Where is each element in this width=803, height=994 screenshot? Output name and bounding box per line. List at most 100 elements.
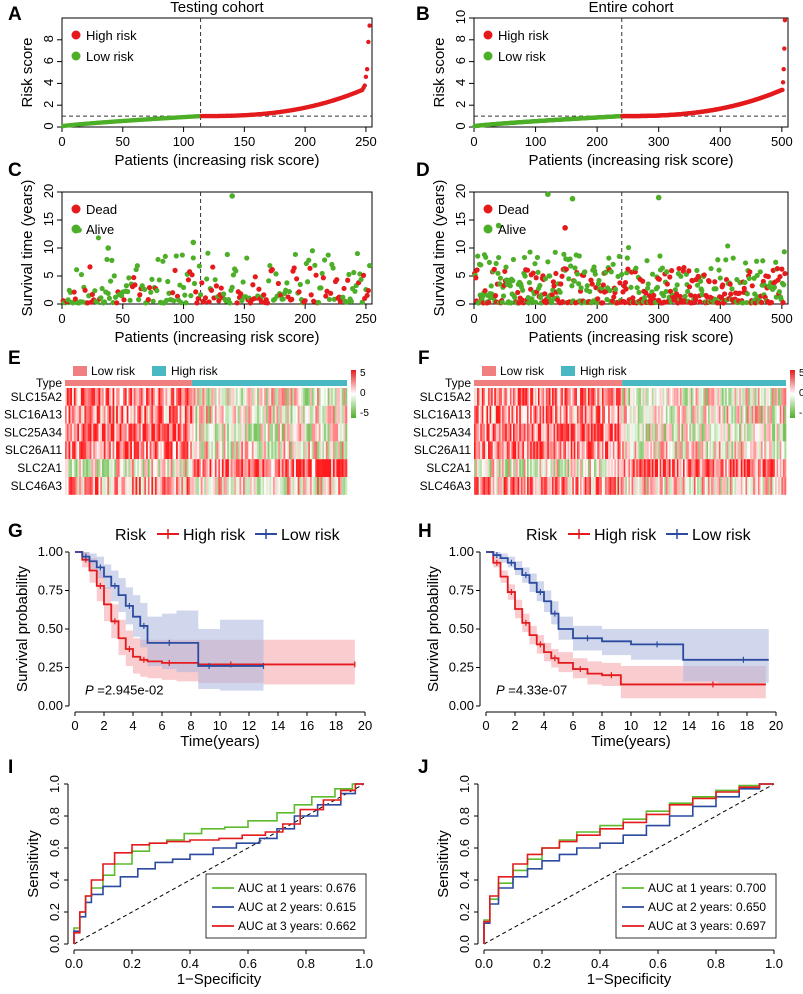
heat-cell: [246, 459, 249, 477]
heat-cell: [267, 459, 270, 477]
heat-cell: [313, 405, 316, 424]
heat-cell: [573, 423, 576, 442]
heat-cell: [334, 459, 337, 477]
heat-cell: [611, 405, 614, 424]
heat-cell: [658, 459, 660, 477]
heat-cell: [539, 459, 542, 477]
y-tick-label: 1.0: [47, 775, 62, 793]
heat-cell: [98, 423, 101, 442]
heat-cell: [128, 405, 131, 424]
heat-cell: [581, 477, 584, 495]
dead-point: [146, 285, 153, 291]
heat-cell: [717, 405, 720, 424]
heat-cell: [495, 405, 498, 424]
panel-F: Low risk High riskTypeSLC15A2SLC16A13SLC2…: [413, 364, 803, 495]
heat-cell: [709, 388, 712, 406]
alive-point: [284, 280, 290, 286]
heat-cell: [265, 405, 268, 424]
heat-cell: [773, 441, 776, 460]
dead-point: [252, 274, 258, 280]
heat-cell: [250, 441, 253, 460]
heat-cell: [188, 477, 191, 495]
heat-cell: [519, 441, 522, 460]
heat-cell: [228, 477, 231, 495]
heat-cell: [158, 477, 161, 495]
heat-cell: [608, 441, 611, 460]
heat-cell: [130, 405, 133, 424]
heat-cell: [756, 423, 759, 442]
heat-cell: [158, 441, 161, 460]
heat-cell: [137, 423, 140, 442]
heat-cell: [191, 441, 194, 460]
alive-point: [266, 278, 272, 284]
heat-cell: [644, 405, 646, 424]
heat-cell: [664, 405, 667, 424]
heat-cell: [559, 459, 562, 477]
heat-cell: [102, 423, 105, 442]
heat-cell: [708, 423, 710, 442]
heat-cell: [584, 459, 587, 477]
alive-point: [587, 288, 593, 295]
alive-point: [645, 285, 651, 291]
heat-cell: [280, 405, 283, 424]
heat-cell: [480, 388, 483, 406]
x-tick-label: 6: [569, 718, 576, 733]
panel-letter-A: A: [8, 4, 22, 25]
heat-cell: [109, 405, 112, 424]
heat-cell: [693, 423, 696, 442]
heat-cell: [573, 477, 576, 495]
heat-cell: [96, 423, 99, 442]
heat-cell: [736, 423, 738, 442]
heat-cell: [139, 477, 142, 495]
heat-cell: [329, 423, 332, 442]
heat-cell: [70, 423, 73, 442]
heat-cell: [513, 405, 515, 424]
heat-cell: [771, 388, 774, 406]
heat-cell: [477, 423, 479, 442]
heat-cell: [750, 405, 752, 424]
heat-cell: [228, 388, 231, 406]
heat-cell: [84, 388, 87, 406]
heat-cell: [558, 405, 561, 424]
dead-point: [89, 291, 95, 297]
alive-point: [781, 249, 787, 255]
heat-cell: [672, 423, 674, 442]
heat-cell: [320, 405, 323, 424]
heat-cell: [144, 477, 147, 495]
heat-cell: [676, 477, 679, 495]
heat-cell: [174, 477, 177, 495]
heat-cell: [617, 477, 620, 495]
alive-point: [507, 283, 513, 289]
heat-cell: [301, 423, 304, 442]
dead-point: [341, 285, 347, 292]
heat-cell: [91, 388, 94, 406]
heat-cell: [506, 388, 509, 406]
heat-cell: [477, 477, 479, 495]
heat-cell: [68, 423, 71, 442]
heat-cell: [309, 477, 313, 495]
heat-cell: [167, 477, 170, 495]
heat-cell: [116, 477, 119, 495]
heat-cell: [255, 459, 258, 477]
heat-cell: [206, 423, 209, 442]
heat-cell: [679, 423, 682, 442]
risk-point: [367, 23, 372, 28]
y-tick-label: 5: [41, 271, 56, 278]
heat-cell: [227, 388, 230, 406]
heat-cell: [116, 405, 119, 424]
ci-band: [486, 552, 766, 699]
alive-point: [496, 254, 502, 261]
heat-cell: [269, 477, 272, 495]
heat-cell: [82, 423, 85, 442]
heat-cell: [174, 441, 177, 460]
heat-cell: [483, 441, 486, 460]
heat-cell: [767, 477, 770, 495]
heat-cell: [480, 459, 483, 477]
heat-cell: [156, 459, 159, 477]
heat-cell: [597, 477, 600, 495]
heat-cell: [567, 423, 570, 442]
heat-cell: [589, 388, 592, 406]
dead-point: [640, 278, 646, 284]
alive-point: [165, 278, 171, 285]
heat-cell: [623, 477, 626, 495]
